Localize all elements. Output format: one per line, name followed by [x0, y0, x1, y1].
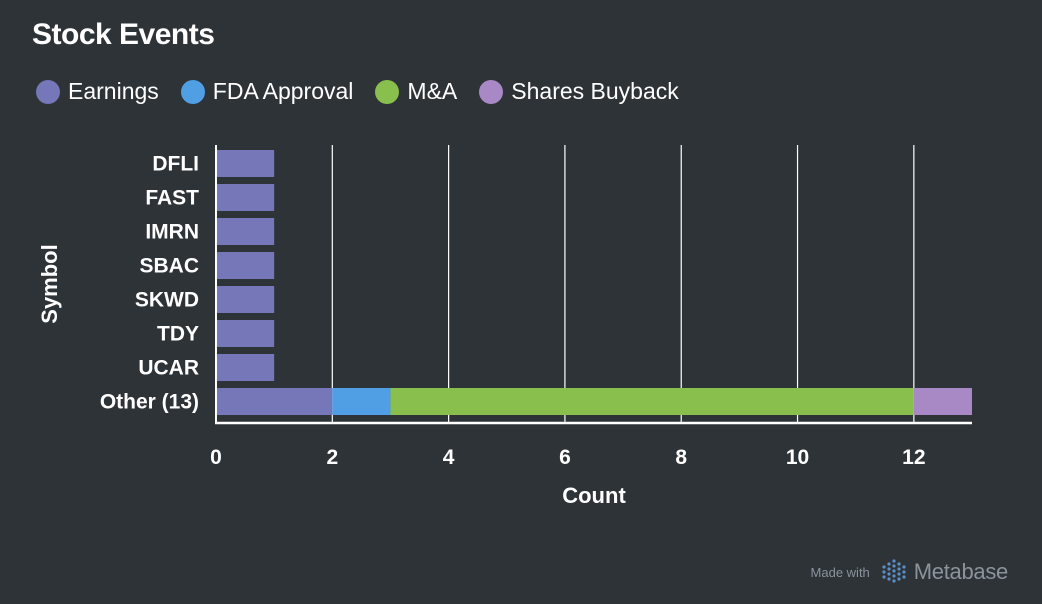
- bar-sbac-earnings[interactable]: [216, 252, 275, 279]
- footer: Made with Metabase: [810, 558, 1009, 586]
- bars: [216, 150, 972, 415]
- legend-label-shares-buyback: Shares Buyback: [511, 78, 679, 104]
- bar-imrn-earnings[interactable]: [216, 218, 275, 245]
- y-tick-label: UCAR: [138, 357, 199, 380]
- bar-tdy-earnings[interactable]: [216, 320, 275, 347]
- axes: [215, 145, 972, 425]
- bar-skwd-earnings[interactable]: [216, 286, 275, 313]
- legend-swatch-fda-approval: [180, 79, 205, 104]
- y-tick-label: Other (13): [100, 391, 199, 414]
- y-tick-label: IMRN: [145, 221, 199, 244]
- made-with-text: Made with: [810, 564, 870, 580]
- bar-other-13-manda[interactable]: [390, 388, 914, 415]
- chart-title: Stock Events: [32, 18, 215, 51]
- legend-swatch-earnings: [36, 79, 60, 104]
- x-axis-title: Count: [562, 483, 626, 508]
- legend-item-shares-buyback[interactable]: Shares Buyback: [479, 78, 679, 105]
- x-tick-label: 10: [786, 446, 809, 469]
- y-tick-label: SBAC: [139, 255, 199, 278]
- legend-label-m-and-a: M&A: [407, 78, 458, 104]
- y-tick-label: DFLI: [152, 153, 199, 176]
- bar-dfli-earnings[interactable]: [216, 150, 275, 177]
- y-axis-title: Symbol: [37, 244, 62, 323]
- metabase-brand: Metabase: [913, 559, 1009, 584]
- axis-labels: DFLI FAST IMRN SBAC SKWD TDY UCAR Other (13) 0 2 4…: [37, 153, 926, 509]
- bar-other-13-earnings[interactable]: [216, 388, 333, 415]
- bar-fast-earnings[interactable]: [216, 184, 275, 211]
- grid-lines: [331, 145, 915, 423]
- legend-swatch-shares-buyback: [479, 79, 504, 104]
- legend-label-fda-approval: FDA Approval: [212, 78, 354, 104]
- bar-other-13-fda-approval[interactable]: [332, 388, 391, 415]
- x-tick-label: 12: [902, 446, 925, 469]
- y-tick-label: FAST: [145, 187, 199, 210]
- legend-label-earnings: Earnings: [68, 78, 159, 104]
- legend-item-fda-approval[interactable]: FDA Approval: [180, 78, 354, 105]
- legend: Earnings FDA Approval M&A Shares Buyback: [36, 78, 701, 105]
- x-tick-label: 8: [675, 446, 687, 469]
- x-tick-label: 4: [443, 446, 455, 469]
- y-tick-label: TDY: [157, 323, 199, 346]
- legend-swatch-m-and-a: [375, 79, 400, 104]
- x-tick-label: 2: [326, 446, 338, 469]
- legend-item-earnings[interactable]: Earnings: [36, 78, 159, 105]
- x-tick-label: 6: [559, 446, 571, 469]
- y-tick-label: SKWD: [135, 289, 199, 312]
- bar-other-13-shares-buyback[interactable]: [913, 388, 972, 415]
- legend-item-m-and-a[interactable]: M&A: [375, 78, 457, 105]
- x-tick-label: 0: [210, 446, 222, 469]
- metabase-logo-icon: [882, 559, 906, 583]
- bar-ucar-earnings[interactable]: [216, 354, 275, 381]
